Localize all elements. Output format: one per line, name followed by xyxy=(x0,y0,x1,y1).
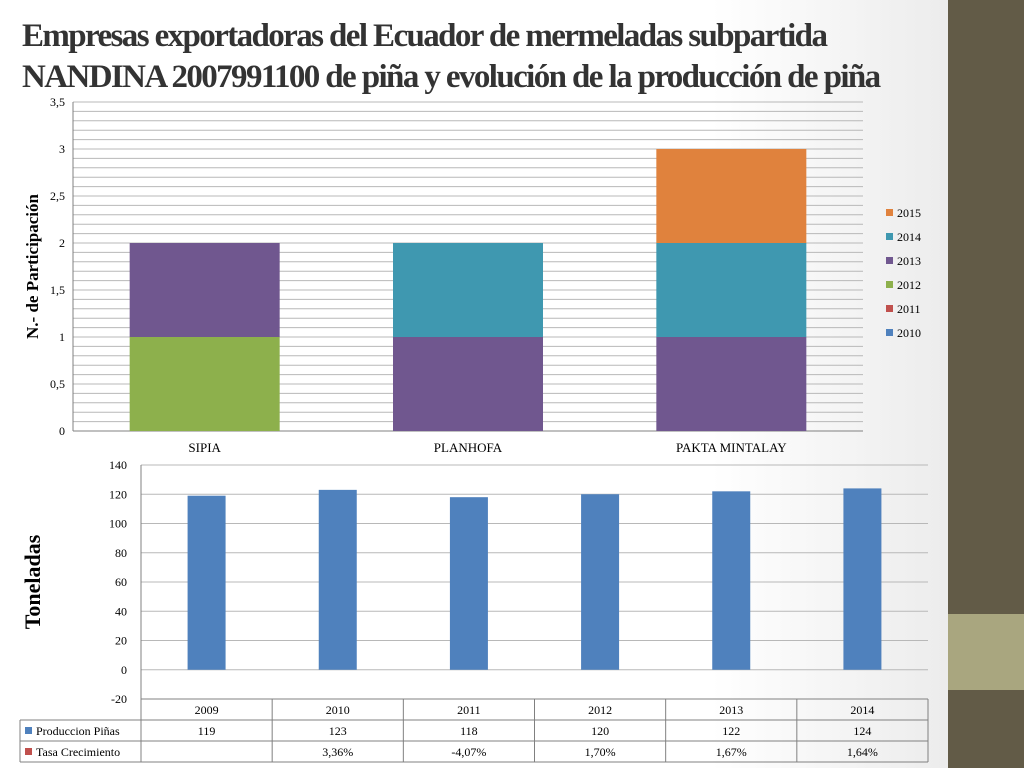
bar-segment-2014 xyxy=(656,243,807,337)
legend-label-2012: 2012 xyxy=(897,278,921,292)
table-header-cell: 2010 xyxy=(326,703,350,717)
slide-title: Empresas exportadoras del Ecuador de mer… xyxy=(22,16,942,98)
y-tick-label: 20 xyxy=(115,634,127,648)
y-tick-label: 40 xyxy=(115,604,127,618)
legend-label-2011: 2011 xyxy=(897,302,921,316)
table-cell: 124 xyxy=(853,724,871,738)
table-header-cell: 2014 xyxy=(850,703,874,717)
y-tick-label: 2,5 xyxy=(50,189,65,203)
table-header-cell: 2012 xyxy=(588,703,612,717)
production-bar-chart: -20 0 20 40 60 80 100 120 140 2009 2010 2011 2012 201… xyxy=(19,458,929,763)
production-bar xyxy=(843,488,882,670)
legend-swatch-2015 xyxy=(886,209,893,216)
legend-swatch-2011 xyxy=(886,305,893,312)
table-cell: 3,36% xyxy=(322,745,353,759)
participation-stacked-bar-chart: 0 0,5 1 1,5 2 2,5 3 3,5 SIPIA PLANHOFA PAKTA MINTA… xyxy=(23,95,921,455)
y-tick-label: 120 xyxy=(109,487,127,501)
legend-swatch-2010 xyxy=(886,329,893,336)
y-tick-label: 0 xyxy=(121,663,127,677)
table-row-swatch xyxy=(25,748,32,755)
y-axis-title: Toneladas xyxy=(20,534,45,629)
bar-segment-2012 xyxy=(129,337,280,431)
table-cell: 119 xyxy=(198,724,216,738)
y-tick-label: 1,5 xyxy=(50,283,65,297)
x-tick-label: PAKTA MINTALAY xyxy=(676,440,787,455)
y-axis-title: N.- de Participación xyxy=(23,193,42,338)
y-tick-label: 3 xyxy=(59,142,65,156)
table-cell: -4,07% xyxy=(451,745,486,759)
table-cell: 122 xyxy=(722,724,740,738)
legend-label-2015: 2015 xyxy=(897,206,921,220)
y-tick-label: 60 xyxy=(115,575,127,589)
legend-label-2010: 2010 xyxy=(897,326,921,340)
table-row-swatch xyxy=(25,727,32,734)
legend-swatch-2013 xyxy=(886,257,893,264)
production-bar xyxy=(187,495,226,670)
bar-segment-2013 xyxy=(129,243,280,337)
legend-label-2014: 2014 xyxy=(897,230,921,244)
table-header-cell: 2009 xyxy=(195,703,219,717)
production-bar xyxy=(449,497,488,670)
legend-swatch-2014 xyxy=(886,233,893,240)
table-cell: 123 xyxy=(329,724,347,738)
legend-label-2013: 2013 xyxy=(897,254,921,268)
table-cell: 1,64% xyxy=(847,745,878,759)
bar-segment-2013 xyxy=(656,337,807,431)
bar-segment-2015 xyxy=(656,149,807,243)
table-header-cell: 2013 xyxy=(719,703,743,717)
y-tick-label: 2 xyxy=(59,236,65,250)
production-bar xyxy=(712,491,751,670)
table-row-label: Produccion Piñas xyxy=(36,724,120,738)
y-tick-label: 0 xyxy=(59,424,65,438)
table-header-cell: 2011 xyxy=(457,703,481,717)
x-tick-label: SIPIA xyxy=(188,440,221,455)
production-bar xyxy=(581,494,620,670)
bar-segment-2013 xyxy=(393,337,543,431)
production-bar xyxy=(318,489,357,670)
x-tick-label: PLANHOFA xyxy=(434,440,503,455)
table-cell: 1,67% xyxy=(716,745,747,759)
table-row-label: Tasa Crecimiento xyxy=(36,745,120,759)
legend-swatch-2012 xyxy=(886,281,893,288)
table-cell: 120 xyxy=(591,724,609,738)
slide-title-line-2: NANDINA 2007991100 de piña y evolución d… xyxy=(22,59,881,95)
y-tick-label: -20 xyxy=(111,692,127,706)
y-tick-label: 1 xyxy=(59,330,65,344)
table-cell: 118 xyxy=(460,724,478,738)
slide-title-line-1: Empresas exportadoras del Ecuador de mer… xyxy=(22,18,828,54)
table-cell: 1,70% xyxy=(585,745,616,759)
side-decoration-accent xyxy=(948,614,1024,690)
y-tick-label: 140 xyxy=(109,458,127,472)
y-tick-label: 100 xyxy=(109,517,127,531)
y-tick-label: 80 xyxy=(115,546,127,560)
y-tick-label: 0,5 xyxy=(50,377,65,391)
bar-segment-2014 xyxy=(393,243,543,337)
y-tick-label: 3,5 xyxy=(50,95,65,109)
